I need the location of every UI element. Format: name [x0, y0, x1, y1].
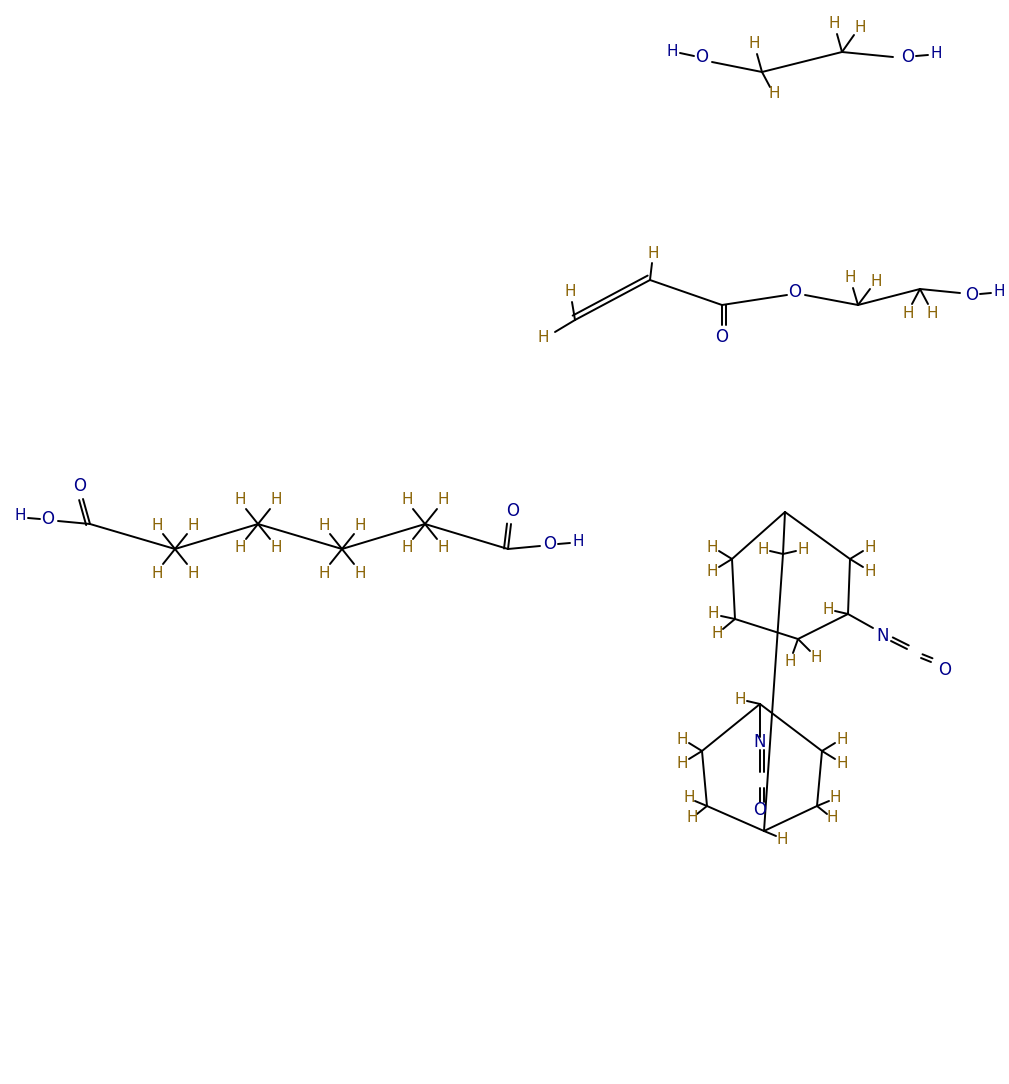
Text: H: H	[822, 602, 833, 617]
Text: H: H	[845, 271, 856, 285]
Text: N: N	[877, 627, 889, 645]
Text: H: H	[270, 492, 282, 507]
Text: H: H	[828, 16, 839, 31]
Text: H: H	[270, 541, 282, 555]
Text: H: H	[836, 732, 848, 747]
Text: H: H	[188, 566, 199, 581]
Text: H: H	[836, 756, 848, 771]
Text: H: H	[926, 306, 937, 321]
Text: H: H	[647, 245, 659, 260]
Text: H: H	[706, 564, 717, 579]
Text: H: H	[402, 492, 413, 507]
Text: H: H	[151, 517, 162, 532]
Text: H: H	[676, 732, 688, 747]
Text: H: H	[402, 541, 413, 555]
Text: H: H	[829, 790, 840, 805]
Text: H: H	[768, 87, 780, 102]
Text: O: O	[507, 502, 520, 520]
Text: O: O	[41, 509, 54, 528]
Text: H: H	[865, 564, 876, 579]
Text: N: N	[754, 733, 766, 751]
Text: H: H	[865, 540, 876, 555]
Text: O: O	[966, 286, 979, 304]
Text: H: H	[683, 790, 695, 805]
Text: H: H	[784, 654, 796, 669]
Text: O: O	[715, 328, 728, 346]
Text: H: H	[797, 542, 809, 556]
Text: H: H	[564, 284, 576, 299]
Text: H: H	[14, 508, 26, 524]
Text: H: H	[686, 811, 698, 826]
Text: O: O	[938, 661, 951, 679]
Text: H: H	[776, 831, 788, 847]
Text: H: H	[810, 649, 821, 664]
Text: H: H	[711, 627, 722, 642]
Text: H: H	[826, 811, 837, 826]
Text: H: H	[707, 607, 718, 621]
Text: H: H	[855, 20, 866, 35]
Text: H: H	[572, 533, 584, 549]
Text: H: H	[676, 756, 688, 771]
Text: H: H	[354, 517, 365, 532]
Text: H: H	[318, 517, 330, 532]
Text: H: H	[151, 566, 162, 581]
Text: H: H	[870, 273, 882, 288]
Text: H: H	[188, 517, 199, 532]
Text: H: H	[735, 692, 746, 707]
Text: H: H	[666, 44, 678, 60]
Text: H: H	[902, 306, 914, 321]
Text: H: H	[437, 541, 449, 555]
Text: O: O	[754, 801, 767, 820]
Text: O: O	[695, 48, 708, 66]
Text: H: H	[437, 492, 449, 507]
Text: H: H	[354, 566, 365, 581]
Text: H: H	[930, 47, 941, 62]
Text: O: O	[901, 48, 914, 66]
Text: O: O	[544, 535, 557, 553]
Text: H: H	[318, 566, 330, 581]
Text: O: O	[74, 477, 87, 495]
Text: H: H	[234, 492, 246, 507]
Text: H: H	[757, 542, 769, 556]
Text: O: O	[788, 283, 801, 301]
Text: H: H	[234, 541, 246, 555]
Text: H: H	[749, 37, 760, 52]
Text: H: H	[537, 331, 549, 346]
Text: H: H	[993, 284, 1005, 299]
Text: H: H	[706, 540, 717, 555]
